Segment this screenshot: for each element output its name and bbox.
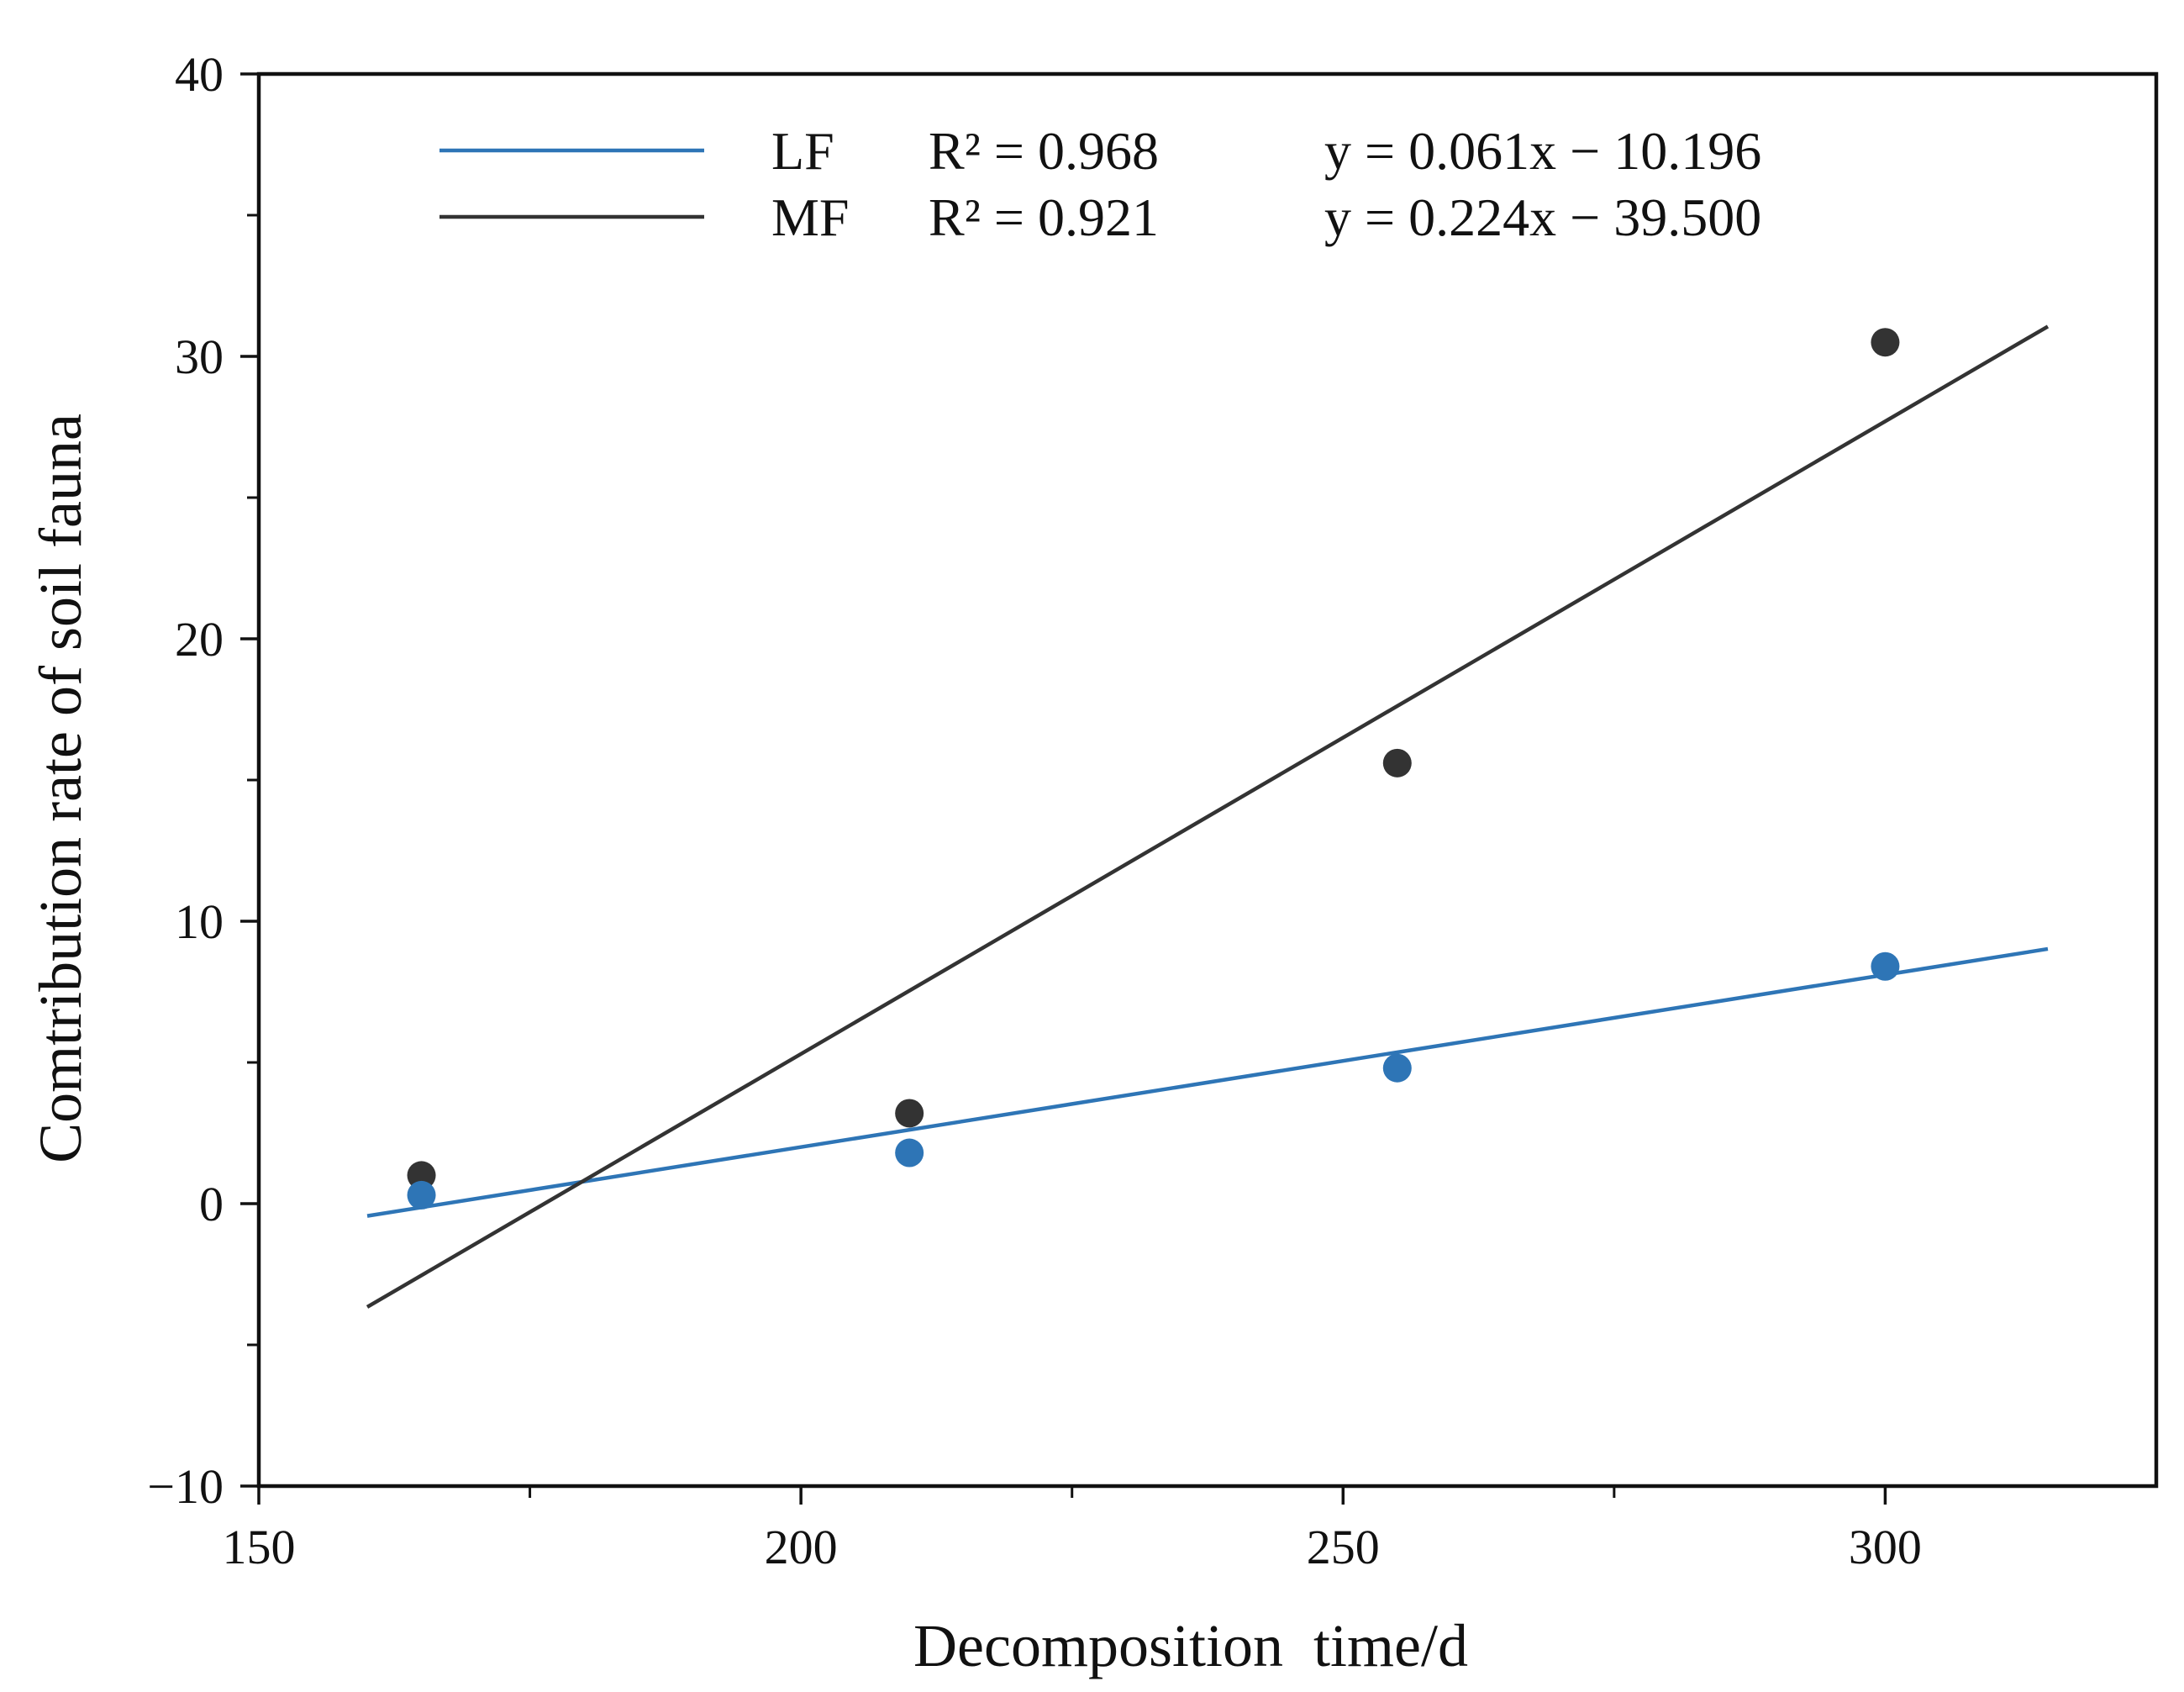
y-tick-label: 20 [175,612,224,667]
lf-data-point [407,1180,436,1210]
lf-fit-line [366,946,2049,1218]
legend-r2-label: R² = 0.921 [929,187,1159,247]
lf-data-point [1871,951,1900,981]
y-tick-label: 30 [175,329,224,384]
y-tick-label: −10 [147,1459,224,1514]
mf-data-point [1871,328,1900,357]
legend-series-name: LF [771,121,834,181]
y-tick-label: 40 [175,47,224,102]
legend-equation-label: y = 0.224x − 39.500 [1324,187,1761,247]
y-axis-title: Comtribution rate of soil fauna [27,414,94,1163]
y-tick-label: 0 [199,1177,224,1231]
x-tick-label: 300 [1849,1520,1922,1574]
mf-data-point [407,1161,436,1190]
mf-data-point [1382,748,1412,777]
x-tick-label: 200 [765,1520,838,1574]
mf-data-point [895,1099,924,1128]
legend-r2-label: R² = 0.968 [929,121,1159,181]
y-tick-label: 10 [175,894,224,949]
mf-fit-line [366,324,2050,1309]
lf-data-point [895,1138,924,1168]
plot-frame [256,71,2159,1489]
x-axis-title: Decomposition time/d [913,1612,1468,1679]
x-tick-label: 150 [223,1520,296,1574]
legend-equation-label: y = 0.061x − 10.196 [1324,121,1761,181]
x-tick-label: 250 [1307,1520,1380,1574]
lf-data-point [1382,1053,1412,1083]
legend-series-name: MF [771,187,850,247]
